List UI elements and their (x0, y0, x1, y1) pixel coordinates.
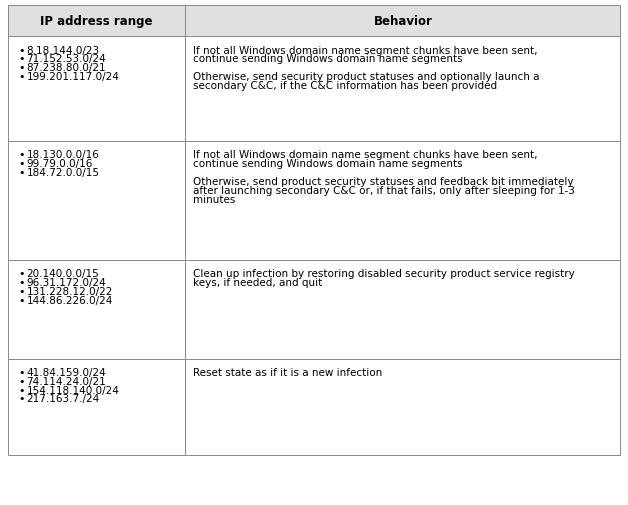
Text: after launching secondary C&C or, if that fails, only after sleeping for 1-3: after launching secondary C&C or, if tha… (193, 185, 575, 195)
Text: continue sending Windows domain name segments: continue sending Windows domain name seg… (193, 55, 462, 64)
Text: 99.79.0.0/16: 99.79.0.0/16 (26, 159, 93, 169)
Bar (185, 142, 620, 261)
Text: secondary C&C, if the C&C information has been provided: secondary C&C, if the C&C information ha… (193, 81, 497, 91)
Text: 20.140.0.0/15: 20.140.0.0/15 (26, 269, 99, 279)
Text: Otherwise, send security product statuses and optionally launch a: Otherwise, send security product statuse… (193, 72, 539, 82)
Text: •: • (19, 150, 25, 160)
Text: •: • (19, 55, 25, 64)
Bar (185, 6, 620, 37)
Text: •: • (19, 385, 25, 395)
Text: 184.72.0.0/15: 184.72.0.0/15 (26, 168, 99, 178)
Text: 74.114.24.0/21: 74.114.24.0/21 (26, 376, 106, 386)
Bar (8, 6, 185, 37)
Text: •: • (19, 367, 25, 377)
Bar (8, 359, 185, 455)
Text: •: • (19, 295, 25, 305)
Text: 96.31.172.0/24: 96.31.172.0/24 (26, 278, 106, 287)
Text: •: • (19, 269, 25, 279)
Bar (8, 261, 185, 359)
Text: •: • (19, 286, 25, 296)
Text: IP address range: IP address range (40, 15, 153, 28)
Text: Reset state as if it is a new infection: Reset state as if it is a new infection (193, 367, 382, 377)
Text: keys, if needed, and quit: keys, if needed, and quit (193, 278, 322, 287)
Text: •: • (19, 72, 25, 82)
Text: continue sending Windows domain name segments: continue sending Windows domain name seg… (193, 159, 462, 169)
Text: 144.86.226.0/24: 144.86.226.0/24 (26, 295, 113, 305)
Bar (8, 142, 185, 261)
Text: •: • (19, 63, 25, 73)
Text: •: • (19, 376, 25, 386)
Text: 18.130.0.0/16: 18.130.0.0/16 (26, 150, 99, 160)
Bar (8, 37, 185, 142)
Text: •: • (19, 45, 25, 56)
Text: •: • (19, 168, 25, 178)
Bar (185, 359, 620, 455)
Text: minutes: minutes (193, 194, 235, 205)
Bar (185, 261, 620, 359)
Bar (185, 37, 620, 142)
Text: Otherwise, send product security statuses and feedback bit immediately: Otherwise, send product security statuse… (193, 177, 573, 187)
Text: •: • (19, 278, 25, 287)
Text: •: • (19, 159, 25, 169)
Text: Clean up infection by restoring disabled security product service registry: Clean up infection by restoring disabled… (193, 269, 575, 279)
Text: 8.18.144.0/23: 8.18.144.0/23 (26, 45, 99, 56)
Text: 199.201.117.0/24: 199.201.117.0/24 (26, 72, 119, 82)
Text: 87.238.80.0/21: 87.238.80.0/21 (26, 63, 106, 73)
Text: 41.84.159.0/24: 41.84.159.0/24 (26, 367, 106, 377)
Text: •: • (19, 394, 25, 403)
Text: 131.228.12.0/22: 131.228.12.0/22 (26, 286, 113, 296)
Text: 71.152.53.0/24: 71.152.53.0/24 (26, 55, 106, 64)
Text: 217.163.7./24: 217.163.7./24 (26, 394, 100, 403)
Text: If not all Windows domain name segment chunks have been sent,: If not all Windows domain name segment c… (193, 45, 538, 56)
Text: 154.118.140.0/24: 154.118.140.0/24 (26, 385, 119, 395)
Text: If not all Windows domain name segment chunks have been sent,: If not all Windows domain name segment c… (193, 150, 538, 160)
Text: Behavior: Behavior (374, 15, 432, 28)
